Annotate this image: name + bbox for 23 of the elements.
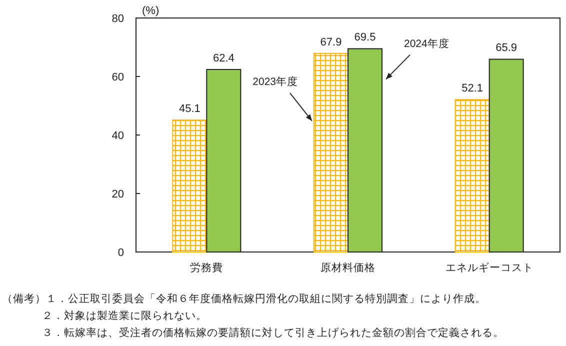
x-tick-label: エネルギーコスト: [445, 262, 534, 274]
data-label: 65.9: [496, 42, 518, 54]
data-label: 62.4: [212, 52, 234, 64]
bar: [172, 120, 208, 252]
y-tick-label: 20: [112, 188, 124, 200]
text: ３．転嫁率は、受注者の価格転嫁の要請額に対して引き上げられた金額の割合で定義される。: [42, 326, 504, 339]
data-label: 45.1: [178, 103, 200, 116]
y-tick-label: 40: [112, 130, 124, 142]
text: （備考）１．公正取引委員会「令和６年度価格転嫁円滑化の取組に関する特別調査」により作成。: [2, 292, 486, 305]
y-tick-label: 60: [112, 72, 124, 84]
series-label: 2023年度: [252, 75, 298, 88]
bar: [314, 52, 348, 252]
text: ２．対象は製造業に限られない。: [42, 309, 207, 322]
x-tick-label: 労務費: [190, 261, 224, 274]
data-label: 67.9: [320, 36, 342, 48]
data-label: 52.1: [462, 82, 484, 95]
data-label: 69.5: [354, 32, 376, 44]
y-tick-label: 80: [112, 13, 124, 25]
x-tick-label: 原材料価格: [320, 261, 376, 274]
y-axis-title: (%): [142, 5, 160, 17]
y-tick-label: 0: [118, 247, 124, 259]
text: 2024年度: [404, 36, 450, 50]
bar: [454, 99, 490, 252]
